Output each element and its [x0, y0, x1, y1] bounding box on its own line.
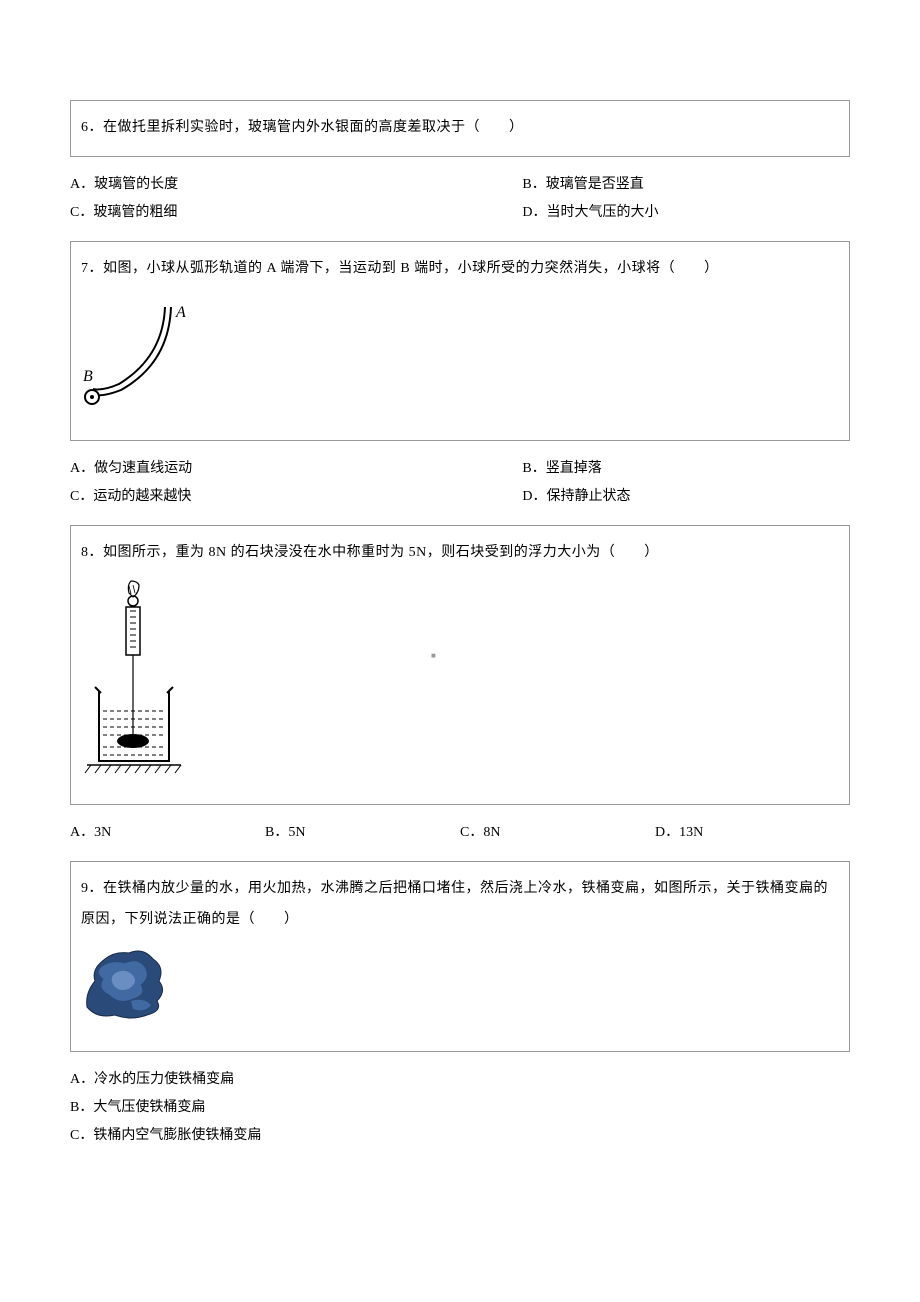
beaker [99, 691, 169, 761]
question-6-box: 6．在做托里拆利实验时，玻璃管内外水银面的高度差取决于（ ） [70, 100, 850, 157]
q8-option-a: A．3N [70, 819, 265, 847]
track-inner [93, 307, 165, 389]
can-dent2 [111, 971, 135, 991]
question-9-figure [81, 945, 839, 1034]
q6-option-c: C．玻璃管的粗细 [70, 199, 522, 227]
question-9-options: A．冷水的压力使铁桶变扁 B．大气压使铁桶变扁 C．铁桶内空气膨胀使铁桶变扁 [70, 1066, 850, 1150]
q6-option-b: B．玻璃管是否竖直 [522, 171, 850, 199]
question-6-options: A．玻璃管的长度 B．玻璃管是否竖直 C．玻璃管的粗细 D．当时大气压的大小 [70, 171, 850, 227]
question-9-box: 9．在铁桶内放少量的水，用火加热，水沸腾之后把桶口堵住，然后浇上冷水，铁桶变扁，… [70, 861, 850, 1052]
question-6-text: 6．在做托里拆利实验时，玻璃管内外水银面的高度差取决于（ ） [81, 113, 839, 144]
track-outer [93, 307, 171, 395]
question-8-text: 8．如图所示，重为 8N 的石块浸没在水中称重时为 5N，则石块受到的浮力大小为… [81, 538, 839, 569]
q9-option-c: C．铁桶内空气膨胀使铁桶变扁 [70, 1122, 850, 1150]
q8-option-c: C．8N [460, 819, 655, 847]
scale-body [126, 607, 140, 655]
question-8-box: 8．如图所示，重为 8N 的石块浸没在水中称重时为 5N，则石块受到的浮力大小为… [70, 525, 850, 805]
label-b: B [83, 368, 93, 385]
q7-option-c: C．运动的越来越快 [70, 483, 522, 511]
buoyancy-svg [81, 579, 191, 779]
q8-option-d: D．13N [655, 819, 850, 847]
q7-option-b: B．竖直掉落 [522, 455, 850, 483]
label-a: A [175, 304, 186, 321]
ball-center [90, 395, 94, 399]
arc-track-svg: A B [81, 295, 201, 415]
crushed-can-svg [81, 945, 171, 1025]
question-8-figure: ■ [81, 579, 839, 788]
q9-option-b: B．大气压使铁桶变扁 [70, 1094, 850, 1122]
q6-option-d: D．当时大气压的大小 [522, 199, 850, 227]
question-8-options: A．3N B．5N C．8N D．13N [70, 819, 850, 847]
question-7-text: 7．如图，小球从弧形轨道的 A 端滑下，当运动到 B 端时，小球所受的力突然消失… [81, 254, 839, 285]
page-marker: ■ [431, 649, 436, 663]
q8-option-b: B．5N [265, 819, 460, 847]
question-7-options: A．做匀速直线运动 B．竖直掉落 C．运动的越来越快 D．保持静止状态 [70, 455, 850, 511]
q7-option-a: A．做匀速直线运动 [70, 455, 522, 483]
stone [117, 734, 149, 748]
question-9-text: 9．在铁桶内放少量的水，用火加热，水沸腾之后把桶口堵住，然后浇上冷水，铁桶变扁，… [81, 874, 839, 936]
q9-option-a: A．冷水的压力使铁桶变扁 [70, 1066, 850, 1094]
question-7-figure: A B [81, 295, 839, 424]
question-7-box: 7．如图，小球从弧形轨道的 A 端滑下，当运动到 B 端时，小球所受的力突然消失… [70, 241, 850, 441]
ground-hatch [85, 765, 181, 773]
q6-option-a: A．玻璃管的长度 [70, 171, 522, 199]
q7-option-d: D．保持静止状态 [522, 483, 850, 511]
water [103, 711, 165, 755]
beaker-lip [95, 687, 173, 693]
